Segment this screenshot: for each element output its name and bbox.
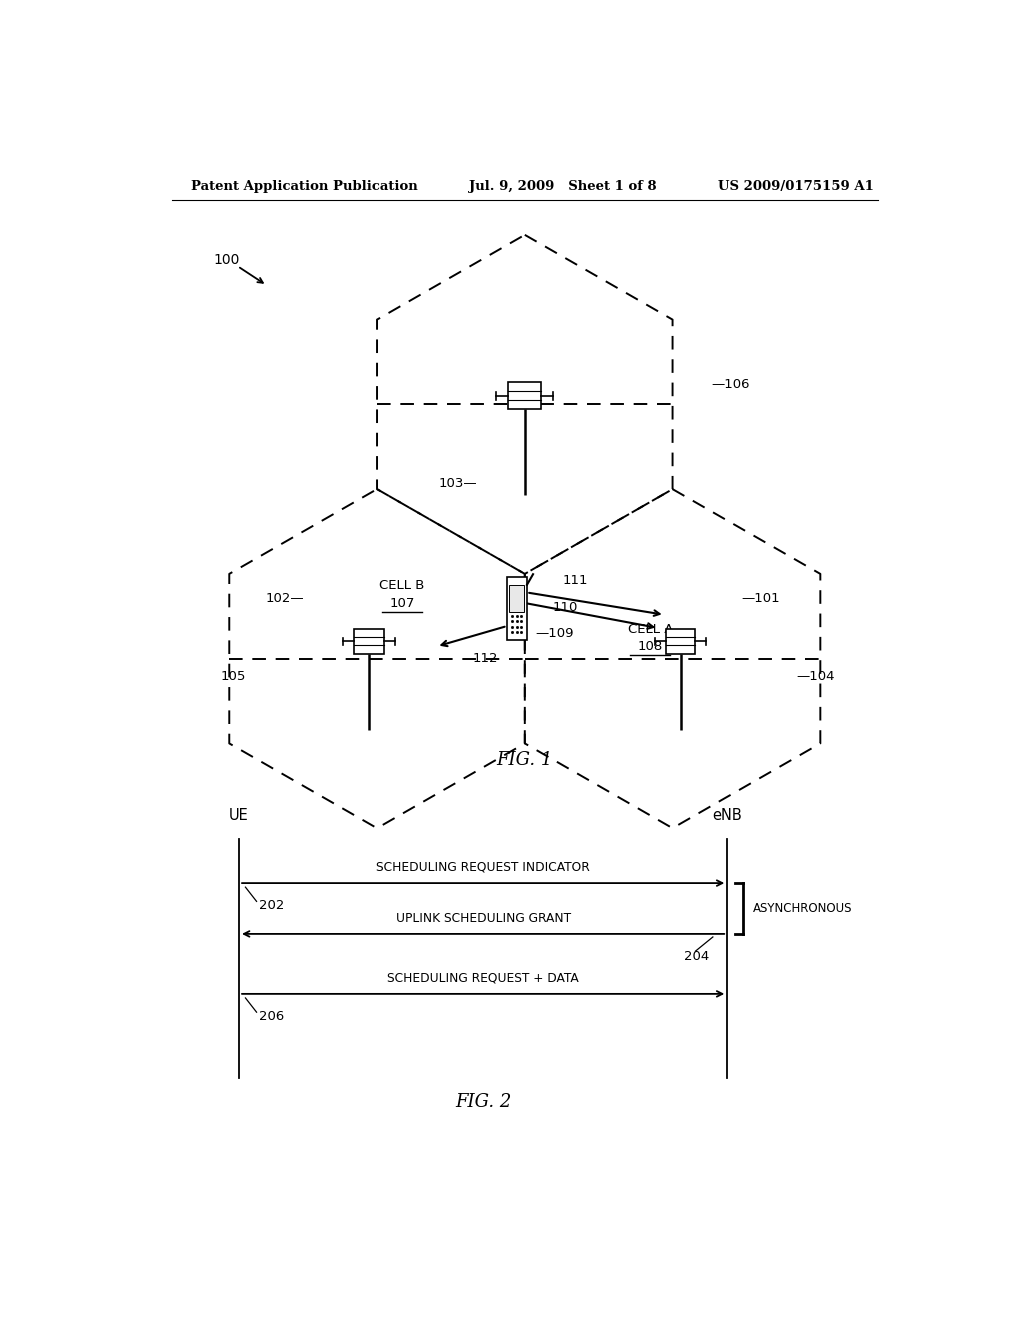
Text: eNB: eNB (713, 808, 742, 824)
Text: 206: 206 (259, 1010, 285, 1023)
Text: ASYNCHRONOUS: ASYNCHRONOUS (753, 902, 852, 915)
Text: UE: UE (229, 808, 249, 824)
Text: CELL B: CELL B (379, 579, 425, 593)
Text: 202: 202 (259, 899, 285, 912)
Text: 204: 204 (684, 950, 709, 962)
Bar (508, 381, 542, 409)
Bar (509, 585, 524, 611)
Bar (666, 628, 695, 653)
Text: 100: 100 (214, 253, 240, 267)
Text: 103—: 103— (438, 477, 477, 490)
Text: 110: 110 (553, 601, 578, 614)
Text: 112: 112 (472, 652, 498, 665)
Text: —106: —106 (712, 378, 750, 391)
Text: 105: 105 (220, 671, 246, 684)
Text: 107: 107 (389, 597, 415, 610)
Text: 111: 111 (563, 574, 589, 586)
Text: US 2009/0175159 A1: US 2009/0175159 A1 (718, 181, 873, 193)
Text: —101: —101 (741, 591, 780, 605)
Text: Patent Application Publication: Patent Application Publication (191, 181, 418, 193)
Text: FIG. 1: FIG. 1 (497, 751, 553, 770)
Text: Jul. 9, 2009   Sheet 1 of 8: Jul. 9, 2009 Sheet 1 of 8 (469, 181, 656, 193)
Text: SCHEDULING REQUEST INDICATOR: SCHEDULING REQUEST INDICATOR (376, 861, 590, 874)
Text: 108: 108 (638, 640, 663, 653)
Bar (354, 628, 384, 653)
Text: CELL A: CELL A (628, 623, 673, 636)
Text: —104: —104 (797, 671, 835, 684)
Text: —109: —109 (536, 627, 573, 640)
Text: FIG. 2: FIG. 2 (456, 1093, 512, 1110)
Text: SCHEDULING REQUEST + DATA: SCHEDULING REQUEST + DATA (387, 972, 579, 985)
Bar (507, 577, 527, 639)
Text: UPLINK SCHEDULING GRANT: UPLINK SCHEDULING GRANT (395, 912, 570, 925)
Text: 102—: 102— (265, 591, 304, 605)
